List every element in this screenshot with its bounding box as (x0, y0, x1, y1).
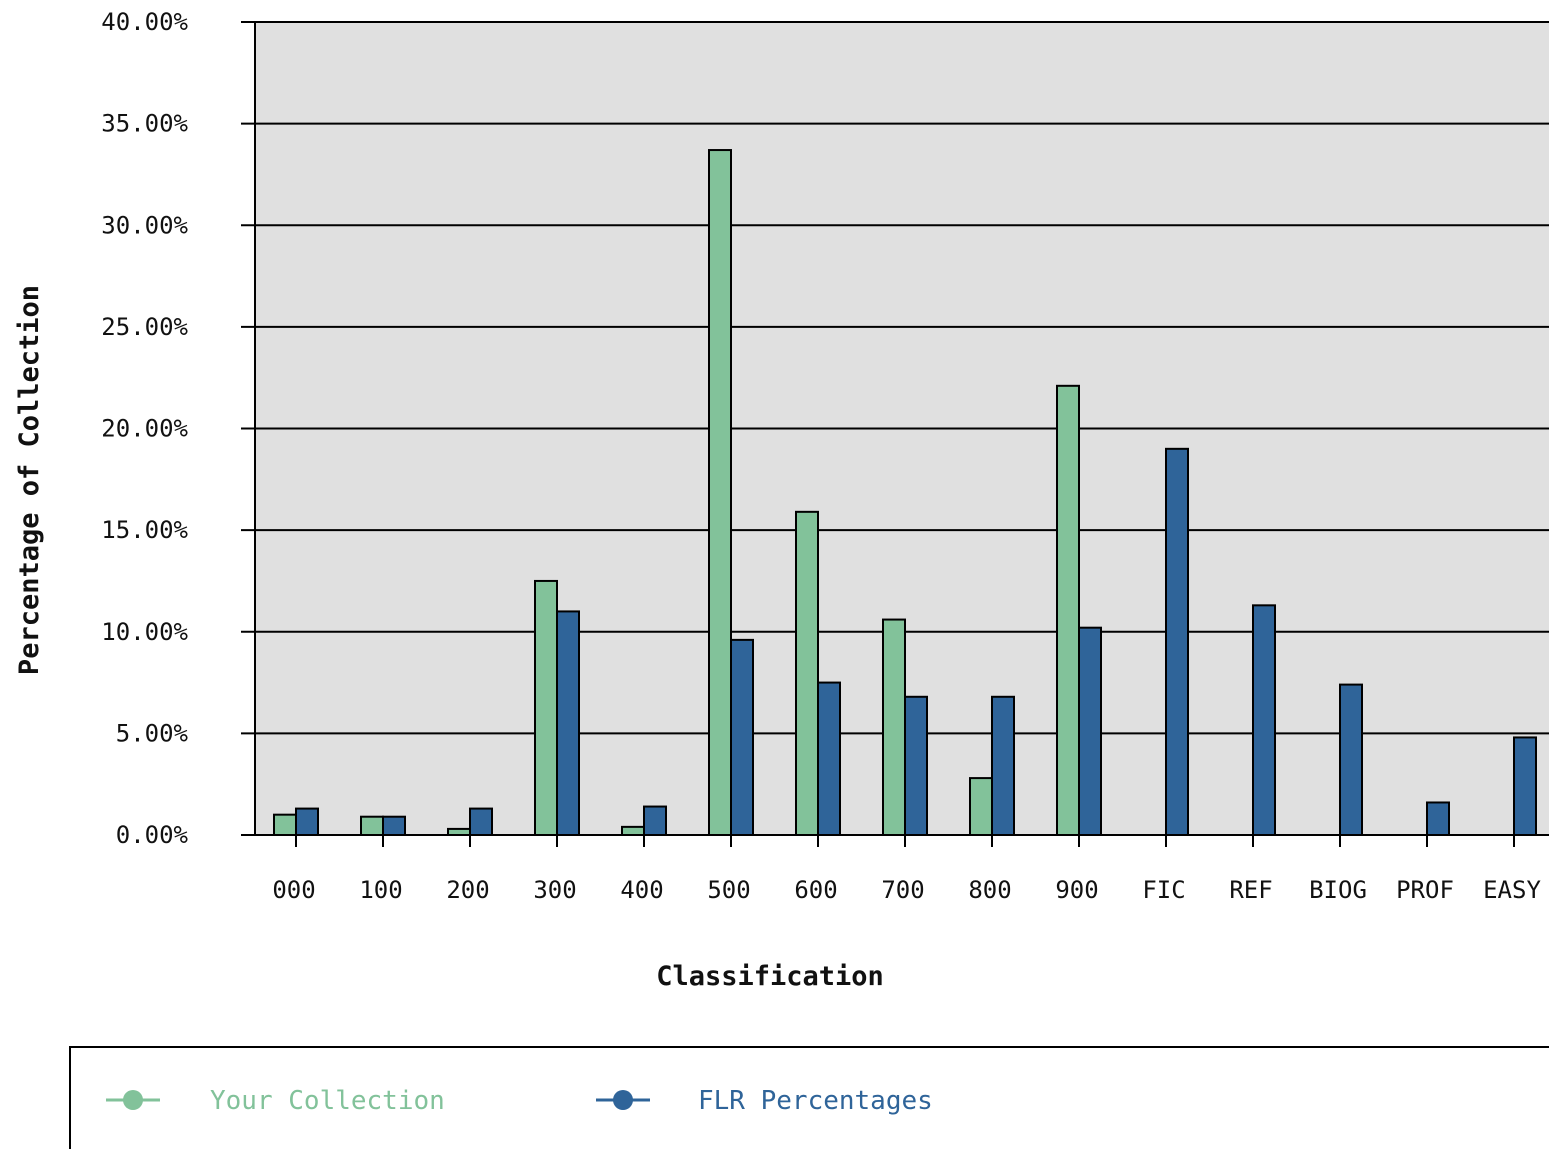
bar-your-collection-100 (360, 815, 384, 837)
bar-your-collection-600 (795, 510, 819, 836)
x-tick-label: REF (1229, 876, 1272, 904)
bar-flr-percentages-fic (1165, 447, 1189, 836)
y-tick-label: 25.00% (101, 313, 188, 341)
bar-flr-percentages-biog (1339, 683, 1363, 836)
x-tick-label: 800 (968, 876, 1011, 904)
bar-your-collection-500 (708, 149, 732, 837)
y-tick-label: 15.00% (101, 516, 188, 544)
x-tick-label: BIOG (1309, 876, 1367, 904)
bars (273, 149, 1537, 837)
bar-flr-percentages-500 (730, 638, 754, 836)
bar-flr-percentages-700 (904, 695, 928, 836)
x-tick-label: 900 (1055, 876, 1098, 904)
circle-line-icon (123, 1090, 143, 1110)
bar-flr-percentages-easy (1513, 736, 1537, 836)
y-tick-label: 0.00% (116, 821, 189, 849)
bar-your-collection-800 (969, 777, 993, 837)
bar-your-collection-400 (621, 825, 645, 836)
y-tick-label: 10.00% (101, 618, 188, 646)
x-tick-label: EASY (1483, 876, 1541, 904)
legend: Your Collection FLR Percentages (69, 1046, 1549, 1149)
legend-box (69, 1046, 1549, 1149)
legend-label-flr-percentages: FLR Percentages (698, 1086, 933, 1116)
bar-flr-percentages-ref (1252, 604, 1276, 837)
legend-item-flr-percentages: FLR Percentages (596, 1086, 933, 1116)
y-tick-label: 20.00% (101, 415, 188, 443)
bar-flr-percentages-600 (817, 681, 841, 836)
x-tick-label: 200 (446, 876, 489, 904)
bar-flr-percentages-000 (295, 807, 319, 837)
y-tick-label: 5.00% (116, 719, 189, 747)
legend-item-your-collection: Your Collection (106, 1086, 445, 1116)
bar-flr-percentages-100 (382, 815, 406, 837)
x-axis-title: Classification (656, 961, 884, 992)
bar-your-collection-300 (534, 579, 558, 836)
circle-line-icon (613, 1090, 633, 1110)
bar-flr-percentages-800 (991, 695, 1015, 836)
x-tick-label: 300 (533, 876, 576, 904)
bar-your-collection-700 (882, 618, 906, 836)
x-tick-label: 600 (794, 876, 837, 904)
bar-your-collection-000 (273, 813, 297, 836)
bar-your-collection-900 (1056, 384, 1080, 836)
y-tick-label: 40.00% (101, 8, 188, 36)
x-tick-label: 100 (359, 876, 402, 904)
x-tick-label: PROF (1396, 876, 1454, 904)
bar-flr-percentages-900 (1078, 626, 1102, 836)
x-tick-label: FIC (1142, 876, 1185, 904)
bar-flr-percentages-prof (1426, 801, 1450, 836)
x-tick-label: 400 (620, 876, 663, 904)
x-tick-label: 000 (272, 876, 315, 904)
legend-label-your-collection: Your Collection (210, 1086, 445, 1116)
bar-flr-percentages-400 (643, 805, 667, 836)
x-axis-ticks: 000 100 200 300 400 500 600 700 800 900 FIC REF BIOG… (272, 835, 1541, 904)
y-axis-ticks: 0.00% 5.00% 10.00% 15.00% 20.00% 25.00% 30.00%… (101, 8, 255, 849)
x-tick-label: 700 (881, 876, 924, 904)
y-tick-label: 30.00% (101, 211, 188, 239)
bar-flr-percentages-300 (556, 610, 580, 836)
bar-flr-percentages-200 (469, 807, 493, 837)
x-tick-label: 500 (707, 876, 750, 904)
y-tick-label: 35.00% (101, 110, 188, 138)
y-axis-title: Percentage of Collection (14, 285, 45, 675)
